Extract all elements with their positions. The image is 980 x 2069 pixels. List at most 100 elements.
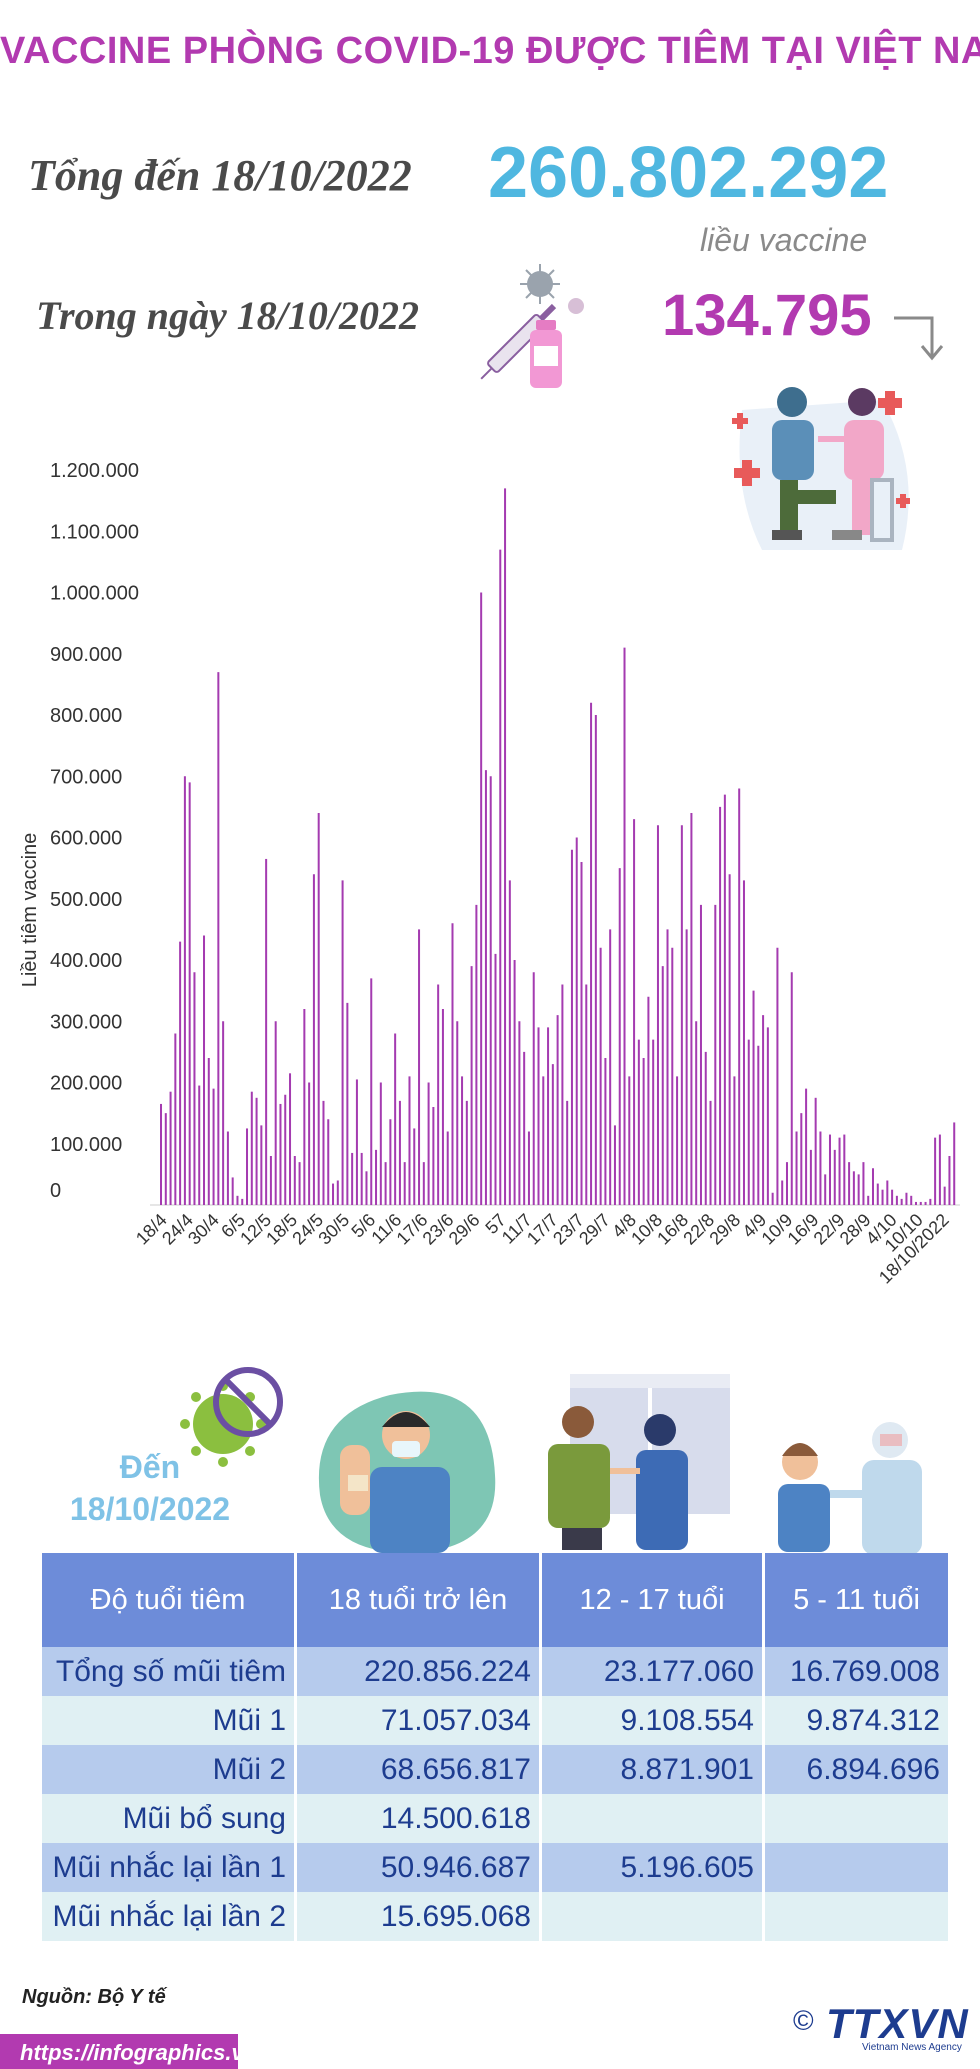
bar	[365, 1171, 368, 1205]
bar	[303, 1009, 306, 1205]
cell-5-11	[762, 1843, 948, 1892]
bar	[795, 1131, 798, 1205]
bar	[862, 1162, 865, 1206]
bar	[857, 1174, 860, 1206]
bar	[470, 966, 473, 1206]
bar	[183, 776, 186, 1205]
child-doctor-vaccination-icon	[778, 1422, 922, 1555]
bar	[384, 1162, 387, 1206]
bar	[274, 1021, 277, 1205]
bar	[508, 880, 511, 1206]
bar	[312, 874, 315, 1205]
bar	[676, 1076, 679, 1206]
bar	[852, 1171, 855, 1205]
y-tick-label: 1.100.000	[50, 521, 139, 543]
bar	[757, 1045, 760, 1205]
table-row: Mũi 2 68.656.817 8.871.901 6.894.696	[42, 1745, 948, 1794]
bar	[193, 972, 196, 1205]
cell-18-plus: 50.946.687	[294, 1843, 541, 1892]
bar	[527, 1131, 530, 1205]
website-link[interactable]: https://infographics.vn	[20, 2040, 258, 2065]
x-tick-label: 29/8	[705, 1210, 744, 1249]
bar	[609, 929, 612, 1206]
bar	[461, 1076, 464, 1206]
bar	[198, 1085, 201, 1205]
row-label: Mũi 2	[42, 1745, 296, 1794]
nurse-vaccinating-patient-icon	[732, 387, 910, 550]
bar	[494, 953, 497, 1206]
cell-12-17	[539, 1892, 764, 1941]
table-header-18-plus: 18 tuổi trở lên	[294, 1553, 541, 1647]
bar	[513, 960, 516, 1205]
bar	[594, 715, 597, 1205]
bar	[160, 1103, 163, 1205]
bar	[800, 1113, 803, 1206]
bar	[207, 1058, 210, 1205]
bar	[269, 1156, 272, 1205]
vaccinated-person-icon	[318, 1391, 496, 1553]
bar	[819, 1131, 822, 1205]
cell-5-11	[762, 1794, 948, 1843]
bar	[441, 1009, 444, 1205]
cell-12-17: 23.177.060	[539, 1647, 764, 1696]
url-bar	[0, 2034, 238, 2069]
row-label: Tổng số mũi tiêm	[42, 1647, 296, 1696]
cell-12-17: 5.196.605	[539, 1843, 764, 1892]
bar	[943, 1186, 946, 1206]
bar	[504, 488, 507, 1206]
bar	[934, 1137, 937, 1206]
bar	[523, 1051, 526, 1206]
bar	[929, 1198, 932, 1206]
cell-12-17	[539, 1794, 764, 1843]
ttxvn-logo-subtitle: Vietnam News Agency	[862, 2042, 962, 2053]
bar	[308, 1082, 311, 1205]
y-tick-label: 900.000	[50, 644, 122, 666]
source-note: Nguồn: Bộ Y tế	[22, 1986, 166, 2008]
bar	[733, 1076, 736, 1206]
bar	[332, 1183, 335, 1205]
bar	[379, 1082, 382, 1205]
bar	[728, 874, 731, 1205]
row-label: Mũi bổ sung	[42, 1794, 296, 1843]
bar	[518, 1021, 521, 1205]
bar	[480, 592, 483, 1205]
day-value: 134.795	[662, 283, 872, 348]
row-label: Mũi 1	[42, 1696, 296, 1745]
bar	[222, 1021, 225, 1205]
y-tick-label: 300.000	[50, 1011, 122, 1033]
bar	[642, 1058, 645, 1205]
bar	[785, 1162, 788, 1206]
y-tick-label: 0	[50, 1180, 61, 1202]
bar	[231, 1177, 234, 1205]
bar	[169, 1091, 172, 1205]
since-date-label: Đến 18/10/2022	[69, 1449, 231, 1527]
bar	[647, 996, 650, 1205]
cell-12-17: 8.871.901	[539, 1745, 764, 1794]
bar	[891, 1189, 894, 1205]
x-tick-label: 30/5	[314, 1210, 353, 1249]
age-group-dose-table: Độ tuổi tiêm 18 tuổi trở lên 12 - 17 tuổ…	[42, 1553, 948, 1941]
bar	[174, 1033, 177, 1205]
x-tick-label: 29/6	[445, 1210, 484, 1249]
bar	[590, 702, 593, 1205]
bar	[465, 1100, 468, 1206]
bar	[938, 1134, 941, 1205]
page-title: VACCINE PHÒNG COVID-19 ĐƯỢC TIÊM TẠI VIỆ…	[0, 30, 980, 72]
bar	[876, 1183, 879, 1205]
bar	[427, 1082, 430, 1205]
bar	[389, 1119, 392, 1205]
bar	[284, 1094, 287, 1205]
bar	[656, 825, 659, 1205]
bar	[537, 1027, 540, 1206]
bar	[613, 1125, 616, 1206]
table-header-12-17: 12 - 17 tuổi	[539, 1553, 764, 1647]
table-header-age-group: Độ tuổi tiêm	[42, 1553, 296, 1647]
cell-18-plus: 68.656.817	[294, 1745, 541, 1794]
bar	[360, 1152, 363, 1205]
x-axis: 18/424/430/46/512/518/524/530/55/611/617…	[132, 1210, 953, 1288]
bar	[250, 1091, 253, 1205]
bar	[570, 849, 573, 1205]
bar	[212, 1088, 215, 1206]
row-label: Mũi nhắc lại lần 1	[42, 1843, 296, 1892]
bar	[838, 1137, 841, 1206]
